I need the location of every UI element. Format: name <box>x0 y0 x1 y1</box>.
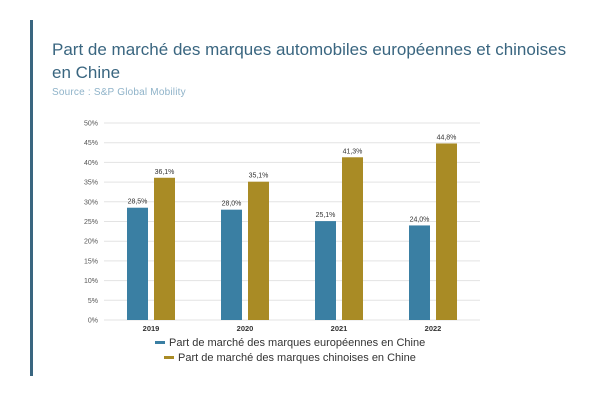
accent-bar <box>30 20 33 376</box>
chart-title: Part de marché des marques automobiles e… <box>52 40 567 82</box>
legend-item-european: Part de marché des marques européennes e… <box>155 335 425 350</box>
y-tick-label: 30% <box>84 199 98 206</box>
bar-chinese <box>248 181 269 320</box>
legend-label-chinese: Part de marché des marques chinoises en … <box>178 351 416 364</box>
y-tick-label: 5% <box>88 298 98 305</box>
y-tick-label: 35% <box>84 180 98 187</box>
data-label: 25,1% <box>316 212 336 219</box>
x-tick-label: 2020 <box>237 324 254 333</box>
legend-swatch-chinese <box>164 356 174 359</box>
x-tick-label: 2022 <box>425 324 442 333</box>
y-tick-label: 40% <box>84 160 98 167</box>
data-label: 36,1% <box>155 169 175 176</box>
data-label: 35,1% <box>249 173 269 180</box>
data-label: 41,3% <box>343 148 363 155</box>
y-tick-label: 45% <box>84 140 98 147</box>
x-tick-label: 2021 <box>331 324 348 333</box>
bar-chinese <box>436 143 457 320</box>
chart-legend: Part de marché des marques européennes e… <box>155 335 425 365</box>
bar-chinese <box>342 157 363 320</box>
y-tick-label: 50% <box>84 121 98 128</box>
y-tick-label: 15% <box>84 258 98 265</box>
bar-chinese <box>154 177 175 320</box>
y-tick-label: 20% <box>84 239 98 246</box>
chart-source: Source : S&P Global Mobility <box>52 87 186 98</box>
legend-item-chinese: Part de marché des marques chinoises en … <box>155 350 425 365</box>
bar-european <box>127 207 148 320</box>
data-label: 44,8% <box>437 134 457 141</box>
bar-european <box>409 225 430 320</box>
data-label: 28,5% <box>128 199 148 206</box>
x-tick-label: 2019 <box>143 324 160 333</box>
data-label: 28,0% <box>222 201 242 208</box>
bar-european <box>221 209 242 320</box>
legend-label-european: Part de marché des marques européennes e… <box>169 336 426 349</box>
bar-european <box>315 221 336 320</box>
y-tick-label: 10% <box>84 278 98 285</box>
data-label: 24,0% <box>410 216 430 223</box>
y-tick-label: 25% <box>84 219 98 226</box>
legend-swatch-european <box>155 341 165 344</box>
y-tick-label: 0% <box>88 318 98 325</box>
